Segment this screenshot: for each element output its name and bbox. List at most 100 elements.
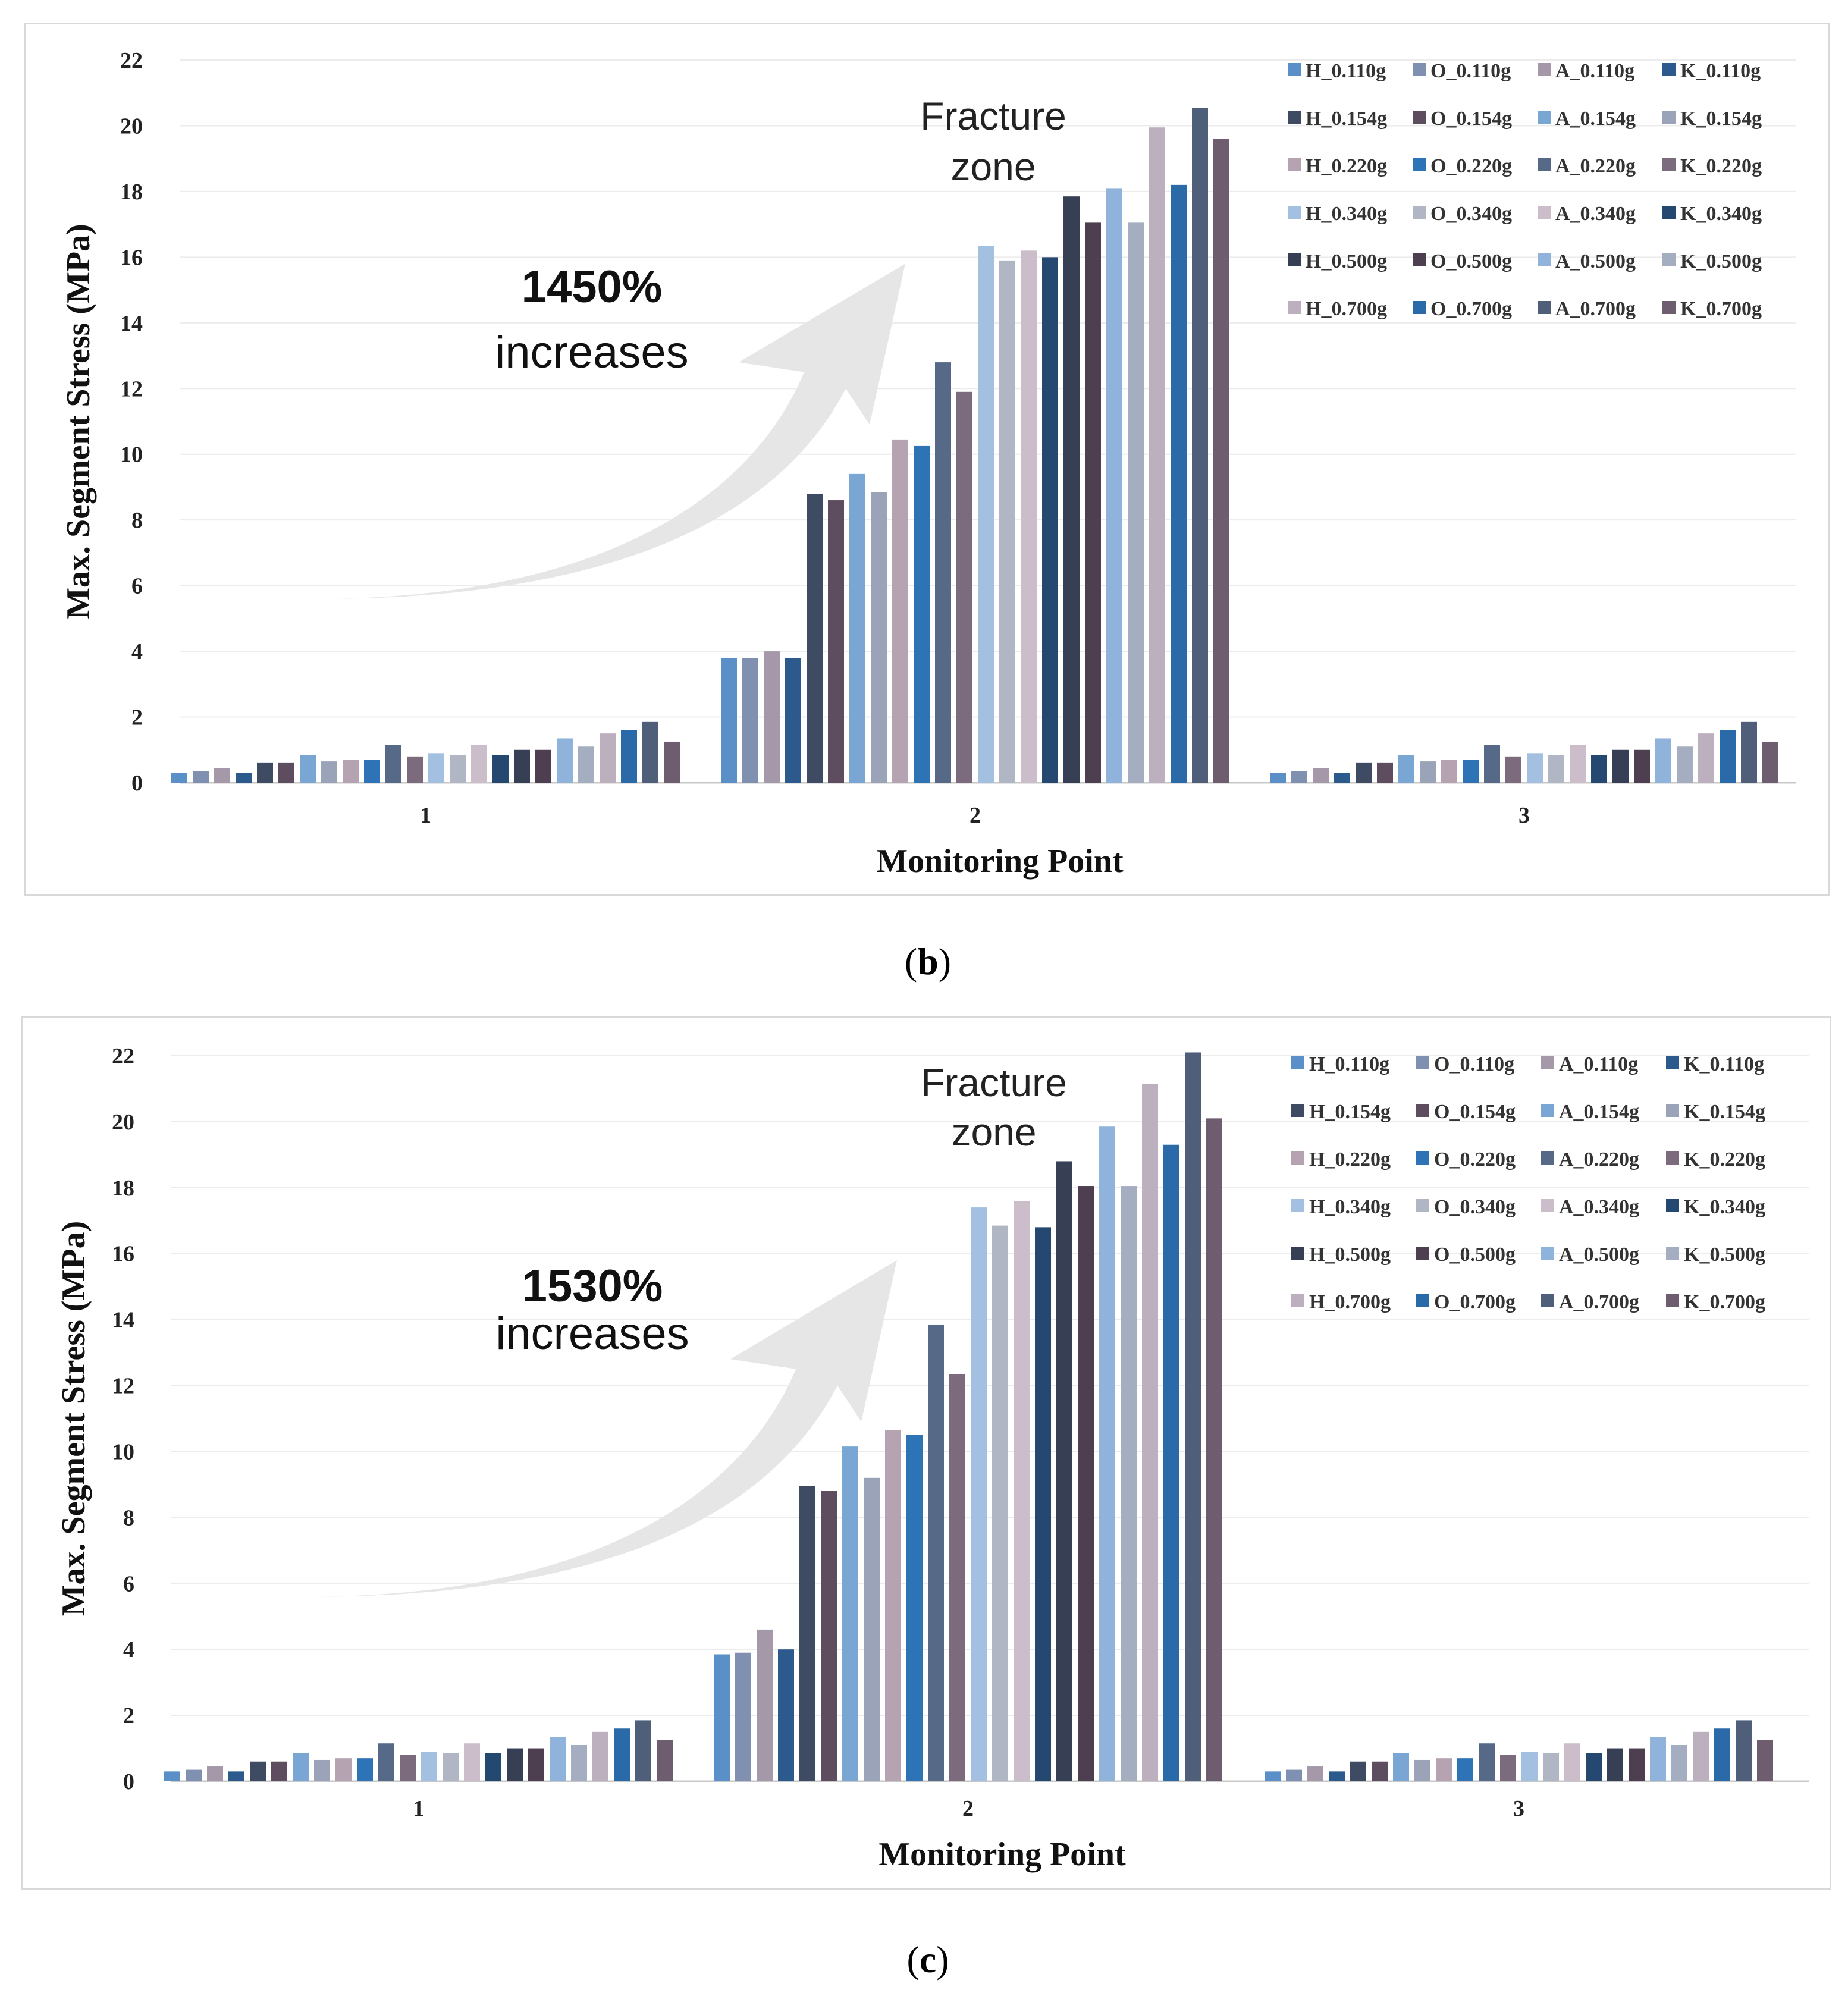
bar-b-H_0.154g-point-1 [257,762,273,783]
bar-c-O_0.500g-point-1 [528,1748,544,1781]
legend-swatch-b-H_0.700g [1288,301,1301,314]
bar-b-K_0.220g-point-3 [1505,756,1521,783]
bar-c-O_0.220g-point-2 [906,1435,923,1781]
bar-c-O_0.220g-point-3 [1457,1758,1473,1781]
bar-b-H_0.154g-point-3 [1356,762,1372,783]
bar-b-A_0.110g-point-2 [764,651,780,783]
bar-c-O_0.110g-point-3 [1286,1769,1302,1781]
bar-c-H_0.110g-point-1 [164,1771,180,1781]
chart-c-frame [21,1016,1831,1890]
legend-swatch-b-A_0.220g [1538,158,1551,171]
y-tick-label-b: 10 [120,442,143,467]
bar-c-A_0.110g-point-2 [757,1629,773,1781]
bar-c-K_0.110g-point-2 [778,1649,794,1781]
bar-c-O_0.500g-point-2 [1078,1186,1094,1781]
bar-c-O_0.220g-point-1 [357,1758,373,1781]
y-tick-label-c: 0 [123,1769,134,1794]
bar-b-A_0.700g-point-1 [642,721,658,783]
bar-b-O_0.110g-point-1 [193,771,209,783]
legend-swatch-c-O_0.700g [1416,1294,1429,1307]
x-tick-label-b: 1 [420,803,431,828]
legend-swatch-b-K_0.700g [1662,301,1676,314]
legend-label-b-A_0.154g: A_0.154g [1555,108,1636,130]
bar-c-K_0.500g-point-1 [571,1745,587,1781]
y-tick-label-b: 8 [131,508,143,533]
bar-c-K_0.220g-point-2 [949,1374,965,1781]
annotation-increase-word-c: increases [495,1308,689,1359]
legend-swatch-c-H_0.110g [1291,1056,1304,1069]
bar-b-A_0.340g-point-3 [1570,745,1586,783]
bar-b-H_0.220g-point-2 [892,439,908,783]
bar-c-O_0.340g-point-1 [443,1753,459,1781]
legend-swatch-b-O_0.154g [1413,111,1426,124]
bar-c-H_0.340g-point-1 [421,1752,437,1781]
bar-c-O_0.700g-point-1 [614,1728,630,1781]
bar-b-A_0.110g-point-3 [1313,768,1329,783]
bar-b-K_0.154g-point-2 [871,492,887,783]
legend-swatch-c-O_0.340g [1416,1199,1429,1212]
bar-c-A_0.700g-point-1 [635,1720,651,1781]
y-tick-label-c: 18 [112,1176,134,1201]
bar-c-H_0.700g-point-2 [1142,1084,1158,1781]
bar-b-O_0.220g-point-3 [1463,760,1479,783]
legend-swatch-c-A_0.110g [1541,1056,1554,1069]
bar-c-A_0.154g-point-3 [1393,1753,1409,1781]
bar-c-H_0.110g-point-2 [714,1654,730,1781]
bar-b-H_0.500g-point-3 [1612,749,1629,783]
bar-b-H_0.500g-point-1 [514,749,530,783]
bar-c-K_0.154g-point-2 [864,1477,880,1781]
bar-b-A_0.220g-point-3 [1484,745,1500,783]
legend-swatch-c-K_0.700g [1666,1294,1679,1307]
legend-label-b-O_0.700g: O_0.700g [1430,298,1512,320]
x-tick-label-c: 2 [962,1796,974,1821]
legend-label-c-O_0.340g: O_0.340g [1434,1196,1516,1218]
legend-swatch-c-O_0.500g [1416,1247,1429,1260]
bar-c-K_0.500g-point-3 [1671,1745,1687,1781]
legend-label-c-K_0.500g: K_0.500g [1684,1244,1765,1266]
bar-c-A_0.500g-point-1 [550,1737,566,1781]
bar-b-H_0.154g-point-2 [807,494,823,783]
bar-c-K_0.340g-point-2 [1035,1227,1051,1781]
y-tick-label-b: 4 [131,639,143,664]
legend-swatch-b-H_0.110g [1288,63,1301,76]
bar-b-K_0.500g-point-2 [1128,222,1144,783]
bar-c-H_0.700g-point-3 [1693,1731,1709,1781]
bar-c-O_0.110g-point-1 [186,1769,202,1781]
legend-swatch-c-H_0.220g [1291,1151,1304,1165]
legend-swatch-b-H_0.220g [1288,158,1301,171]
bar-c-H_0.500g-point-2 [1056,1161,1072,1781]
annotation-increase-value-c: 1530% [522,1261,663,1311]
legend-swatch-c-O_0.154g [1416,1104,1429,1117]
legend-swatch-c-A_0.154g [1541,1104,1554,1117]
bar-b-K_0.700g-point-2 [1213,139,1229,783]
y-tick-label-b: 0 [131,771,143,796]
legend-label-c-H_0.700g: H_0.700g [1309,1291,1391,1313]
bar-c-K_0.154g-point-3 [1414,1759,1430,1781]
bar-b-K_0.500g-point-3 [1677,746,1693,783]
bar-c-O_0.154g-point-3 [1372,1761,1388,1781]
bar-b-K_0.154g-point-1 [321,761,337,783]
bar-b-O_0.700g-point-2 [1171,184,1187,783]
bar-c-K_0.700g-point-2 [1206,1118,1222,1781]
legend-label-c-H_0.154g: H_0.154g [1309,1101,1391,1123]
legend-label-c-A_0.220g: A_0.220g [1559,1148,1639,1170]
bar-c-K_0.110g-point-3 [1329,1771,1345,1781]
bar-b-K_0.220g-point-2 [956,391,972,783]
bar-b-H_0.700g-point-1 [600,733,616,783]
legend-label-b-O_0.154g: O_0.154g [1430,108,1512,130]
bar-b-H_0.110g-point-2 [721,658,737,783]
legend-swatch-b-A_0.154g [1538,111,1551,124]
annotation-fracture-b: Fracture [920,94,1066,138]
bar-c-H_0.500g-point-1 [507,1748,523,1781]
legend-swatch-c-A_0.700g [1541,1294,1554,1307]
bar-b-A_0.154g-point-1 [300,755,316,783]
legend-label-c-A_0.340g: A_0.340g [1559,1196,1639,1218]
y-tick-label-b: 14 [120,311,143,336]
y-tick-label-c: 10 [112,1439,134,1464]
legend-swatch-b-H_0.340g [1288,206,1301,219]
bar-c-K_0.500g-point-2 [1121,1186,1137,1781]
bar-b-A_0.220g-point-1 [385,745,401,783]
bar-c-H_0.220g-point-1 [335,1758,352,1781]
bar-b-O_0.700g-point-3 [1720,730,1736,783]
y-tick-label-c: 22 [112,1044,134,1069]
